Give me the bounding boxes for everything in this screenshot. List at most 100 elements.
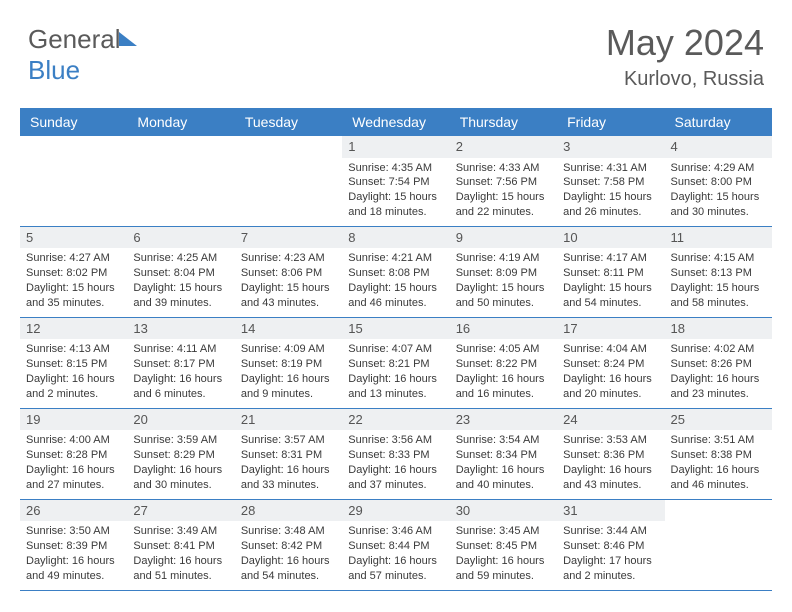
day-detail: Sunrise: 4:27 AMSunset: 8:02 PMDaylight:… [26,251,121,310]
day-detail: Sunrise: 4:13 AMSunset: 8:15 PMDaylight:… [26,342,121,401]
day-detail: Sunrise: 4:21 AMSunset: 8:08 PMDaylight:… [348,251,443,310]
day-number: 1 [342,136,449,158]
day-detail: Sunrise: 4:15 AMSunset: 8:13 PMDaylight:… [671,251,766,310]
day-cell: 2 Sunrise: 4:33 AMSunset: 7:56 PMDaylight… [450,136,557,226]
day-number: 8 [342,227,449,249]
day-cell [665,500,772,590]
day-detail: Sunrise: 3:44 AMSunset: 8:46 PMDaylight:… [563,524,658,583]
day-detail: Sunrise: 3:48 AMSunset: 8:42 PMDaylight:… [241,524,336,583]
day-number: 16 [450,318,557,340]
day-cell: 10Sunrise: 4:17 AMSunset: 8:11 PMDayligh… [557,227,664,317]
day-cell: 8Sunrise: 4:21 AMSunset: 8:08 PMDaylight… [342,227,449,317]
day-number: 28 [235,500,342,522]
day-number: 5 [20,227,127,249]
day-detail: Sunrise: 3:59 AMSunset: 8:29 PMDaylight:… [133,433,228,492]
day-number: 9 [450,227,557,249]
day-cell: 4Sunrise: 4:29 AMSunset: 8:00 PMDaylight… [665,136,772,226]
day-detail: Sunrise: 4:07 AMSunset: 8:21 PMDaylight:… [348,342,443,401]
dow-0: Sunday [20,108,127,136]
week-row: 19Sunrise: 4:00 AMSunset: 8:28 PMDayligh… [20,409,772,500]
day-number: 21 [235,409,342,431]
dow-4: Thursday [450,108,557,136]
dow-2: Tuesday [235,108,342,136]
day-cell: 15Sunrise: 4:07 AMSunset: 8:21 PMDayligh… [342,318,449,408]
day-detail: Sunrise: 3:56 AMSunset: 8:33 PMDaylight:… [348,433,443,492]
location: Kurlovo, Russia [606,68,764,91]
day-number: 3 [557,136,664,158]
brand-logo: General Blue [28,24,137,86]
day-detail: Sunrise: 4:23 AMSunset: 8:06 PMDaylight:… [241,251,336,310]
day-detail: Sunrise: 3:46 AMSunset: 8:44 PMDaylight:… [348,524,443,583]
day-cell: 22Sunrise: 3:56 AMSunset: 8:33 PMDayligh… [342,409,449,499]
day-detail: Sunrise: 4:33 AMSunset: 7:56 PMDaylight:… [456,161,551,220]
day-cell: 16Sunrise: 4:05 AMSunset: 8:22 PMDayligh… [450,318,557,408]
day-detail: Sunrise: 4:09 AMSunset: 8:19 PMDaylight:… [241,342,336,401]
day-number: 12 [20,318,127,340]
dow-5: Friday [557,108,664,136]
day-cell: 27Sunrise: 3:49 AMSunset: 8:41 PMDayligh… [127,500,234,590]
day-cell: 18Sunrise: 4:02 AMSunset: 8:26 PMDayligh… [665,318,772,408]
title-block: May 2024 Kurlovo, Russia [606,22,764,91]
day-number: 24 [557,409,664,431]
day-number: 18 [665,318,772,340]
month-title: May 2024 [606,22,764,64]
day-cell: 1 Sunrise: 4:35 AMSunset: 7:54 PMDaylight… [342,136,449,226]
day-cell: 23Sunrise: 3:54 AMSunset: 8:34 PMDayligh… [450,409,557,499]
day-number: 19 [20,409,127,431]
day-cell: 11Sunrise: 4:15 AMSunset: 8:13 PMDayligh… [665,227,772,317]
day-cell: 28Sunrise: 3:48 AMSunset: 8:42 PMDayligh… [235,500,342,590]
calendar: SundayMondayTuesdayWednesdayThursdayFrid… [20,108,772,591]
day-detail: Sunrise: 4:17 AMSunset: 8:11 PMDaylight:… [563,251,658,310]
day-detail: Sunrise: 4:31 AMSunset: 7:58 PMDaylight:… [563,161,658,220]
day-cell: 26Sunrise: 3:50 AMSunset: 8:39 PMDayligh… [20,500,127,590]
day-detail: Sunrise: 4:19 AMSunset: 8:09 PMDaylight:… [456,251,551,310]
day-number: 20 [127,409,234,431]
day-number: 17 [557,318,664,340]
day-cell: 30Sunrise: 3:45 AMSunset: 8:45 PMDayligh… [450,500,557,590]
day-detail: Sunrise: 3:45 AMSunset: 8:45 PMDaylight:… [456,524,551,583]
day-cell: 21Sunrise: 3:57 AMSunset: 8:31 PMDayligh… [235,409,342,499]
day-cell: 20Sunrise: 3:59 AMSunset: 8:29 PMDayligh… [127,409,234,499]
day-number: 27 [127,500,234,522]
day-number: 29 [342,500,449,522]
day-number: 25 [665,409,772,431]
day-detail: Sunrise: 4:25 AMSunset: 8:04 PMDaylight:… [133,251,228,310]
day-number: 13 [127,318,234,340]
day-number: 31 [557,500,664,522]
dow-row: SundayMondayTuesdayWednesdayThursdayFrid… [20,108,772,136]
brand-part2: Blue [28,55,80,85]
weeks-container: 1 Sunrise: 4:35 AMSunset: 7:54 PMDaylight… [20,136,772,591]
week-row: 12Sunrise: 4:13 AMSunset: 8:15 PMDayligh… [20,318,772,409]
day-detail: Sunrise: 4:35 AMSunset: 7:54 PMDaylight:… [348,161,443,220]
day-number: 6 [127,227,234,249]
day-cell: 17Sunrise: 4:04 AMSunset: 8:24 PMDayligh… [557,318,664,408]
day-detail: Sunrise: 4:04 AMSunset: 8:24 PMDaylight:… [563,342,658,401]
day-cell: 31Sunrise: 3:44 AMSunset: 8:46 PMDayligh… [557,500,664,590]
day-number: 4 [665,136,772,158]
dow-6: Saturday [665,108,772,136]
day-cell: 12Sunrise: 4:13 AMSunset: 8:15 PMDayligh… [20,318,127,408]
week-row: 26Sunrise: 3:50 AMSunset: 8:39 PMDayligh… [20,500,772,591]
week-row: 5Sunrise: 4:27 AMSunset: 8:02 PMDaylight… [20,227,772,318]
day-number: 7 [235,227,342,249]
day-cell [127,136,234,226]
day-cell: 5Sunrise: 4:27 AMSunset: 8:02 PMDaylight… [20,227,127,317]
day-cell: 24Sunrise: 3:53 AMSunset: 8:36 PMDayligh… [557,409,664,499]
day-cell: 13Sunrise: 4:11 AMSunset: 8:17 PMDayligh… [127,318,234,408]
day-cell: 19Sunrise: 4:00 AMSunset: 8:28 PMDayligh… [20,409,127,499]
day-number: 11 [665,227,772,249]
day-cell [20,136,127,226]
brand-triangle-icon [119,32,137,46]
day-number: 2 [450,136,557,158]
day-detail: Sunrise: 3:50 AMSunset: 8:39 PMDaylight:… [26,524,121,583]
day-cell: 14Sunrise: 4:09 AMSunset: 8:19 PMDayligh… [235,318,342,408]
day-detail: Sunrise: 3:54 AMSunset: 8:34 PMDaylight:… [456,433,551,492]
day-cell: 29Sunrise: 3:46 AMSunset: 8:44 PMDayligh… [342,500,449,590]
day-detail: Sunrise: 3:53 AMSunset: 8:36 PMDaylight:… [563,433,658,492]
day-detail: Sunrise: 3:51 AMSunset: 8:38 PMDaylight:… [671,433,766,492]
day-number: 22 [342,409,449,431]
day-number: 10 [557,227,664,249]
day-number: 26 [20,500,127,522]
day-number: 23 [450,409,557,431]
day-cell: 3 Sunrise: 4:31 AMSunset: 7:58 PMDaylight… [557,136,664,226]
